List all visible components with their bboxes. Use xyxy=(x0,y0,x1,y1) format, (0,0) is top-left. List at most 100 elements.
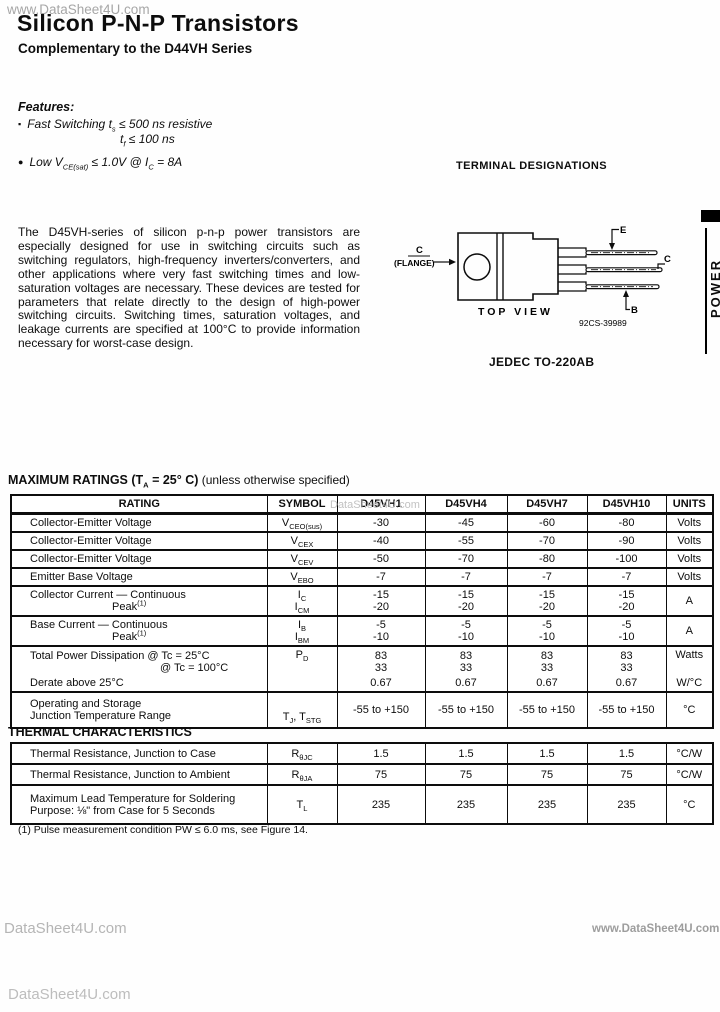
cell-value: -55 to +150 xyxy=(336,691,426,729)
cell-units: A xyxy=(665,585,714,617)
footnote: (1) Pulse measurement condition PW ≤ 6.0… xyxy=(18,824,308,836)
lead-label-c: C xyxy=(664,254,671,265)
cell-units: °C/W xyxy=(665,763,714,786)
cell-symbol: IB IBM xyxy=(266,615,338,647)
table-row: Collector-Emitter Voltage VCEO(sus) -30 … xyxy=(10,512,714,533)
thermal-characteristics-heading: THERMAL CHARACTERISTICS xyxy=(8,725,192,739)
lead-label-e: E xyxy=(620,225,626,236)
heading-sub: A xyxy=(143,480,149,490)
cell-rating: Total Power Dissipation @ Tc = 25°C @ Tc… xyxy=(10,645,268,693)
cell-value: 1.5 xyxy=(424,742,508,765)
flange-label-c: C xyxy=(416,245,423,256)
feature-text: Low V xyxy=(29,155,63,169)
feature-text: ≤ 500 ns resistive xyxy=(115,117,213,131)
cell-value: -15 -20 xyxy=(336,585,426,617)
cell-symbol: TL xyxy=(266,784,338,825)
cell-value: 235 xyxy=(506,784,588,825)
cell-units: Watts W/°C xyxy=(665,645,714,693)
terminal-designations-heading: TERMINAL DESIGNATIONS xyxy=(456,160,607,172)
table-row: Total Power Dissipation @ Tc = 25°C @ Tc… xyxy=(10,645,714,693)
cell-value: 1.5 xyxy=(506,742,588,765)
cell-rating: Operating and Storage Junction Temperatu… xyxy=(10,691,268,729)
cell-value: -5 -10 xyxy=(586,615,667,647)
leads xyxy=(585,250,663,290)
cell-value: -7 xyxy=(506,567,588,587)
cell-value: 75 xyxy=(336,763,426,786)
cell-symbol: VCEX xyxy=(266,531,338,551)
feature-text: t xyxy=(120,132,124,146)
cell-symbol: VEBO xyxy=(266,567,338,587)
cell-rating: Emitter Base Voltage xyxy=(10,567,268,587)
cell-value: 235 xyxy=(424,784,508,825)
lead-label-b: B xyxy=(631,305,638,316)
cell-units: Volts xyxy=(665,567,714,587)
cell-value: -45 xyxy=(424,512,508,533)
feature-text: ≤ 100 ns xyxy=(125,132,175,146)
cell-units: °C xyxy=(665,784,714,825)
cell-value: -55 to +150 xyxy=(424,691,508,729)
cell-value: -7 xyxy=(336,567,426,587)
flange-arrowhead-icon xyxy=(449,258,456,266)
cell-rating: Thermal Resistance, Junction to Ambient xyxy=(10,763,268,786)
cell-rating: Maximum Lead Temperature for Soldering P… xyxy=(10,784,268,825)
feature-sub: CE(sat) xyxy=(62,162,89,172)
e-arrow-line xyxy=(611,228,619,244)
col-symbol: SYMBOL xyxy=(266,494,338,515)
cell-value: 83 33 0.67 xyxy=(586,645,667,693)
cell-value: 75 xyxy=(506,763,588,786)
cell-units: Volts xyxy=(665,531,714,551)
cell-rating: Collector-Emitter Voltage xyxy=(10,512,268,533)
col-units: UNITS xyxy=(665,494,714,515)
cell-units: Volts xyxy=(665,512,714,533)
watermark-bottom-left: DataSheet4U.com xyxy=(8,986,131,1003)
feature-text: ≤ 1.0V @ I xyxy=(88,155,149,169)
heading-text: MAXIMUM RATINGS (T xyxy=(8,473,144,487)
feature-fall-time: tf ≤ 100 ns xyxy=(120,132,368,148)
table-header-row: RATING SYMBOL D45VH1 D45VH4 D45VH7 D45VH… xyxy=(10,494,714,515)
table-row: Maximum Lead Temperature for Soldering P… xyxy=(10,784,714,825)
cell-symbol: TJ, TSTG xyxy=(266,691,338,729)
cell-value: -50 xyxy=(336,549,426,569)
bullet-icon: ● xyxy=(18,157,24,167)
col-rating: RATING xyxy=(10,494,268,515)
package-body-outline xyxy=(457,232,559,301)
thermal-characteristics-table: Thermal Resistance, Junction to Case RθJ… xyxy=(10,742,714,825)
cell-units: A xyxy=(665,615,714,647)
page-edge-rule xyxy=(705,228,707,354)
cell-symbol: VCEO(sus) xyxy=(266,512,338,533)
cell-value: -70 xyxy=(506,531,588,551)
flange-label: (FLANGE) xyxy=(394,258,435,268)
table-row: Collector Current — Continuous Peak(1) I… xyxy=(10,585,714,617)
cell-value: 235 xyxy=(586,784,667,825)
top-view-label: TOP VIEW xyxy=(478,306,553,318)
cell-symbol: VCEV xyxy=(266,549,338,569)
col-d45vh1: D45VH1 xyxy=(336,494,426,515)
watermark-top: www.DataSheet4U.com xyxy=(7,2,150,17)
lead-center-lines xyxy=(591,252,656,288)
heading-note: (unless otherwise specified) xyxy=(198,473,350,487)
cell-value: 1.5 xyxy=(336,742,426,765)
cell-value: -7 xyxy=(586,567,667,587)
col-d45vh7: D45VH7 xyxy=(506,494,588,515)
watermark-footer-right: www.DataSheet4U.com xyxy=(592,923,720,935)
cell-rating: Thermal Resistance, Junction to Case xyxy=(10,742,268,765)
to220-package-diagram: E C B C (FLANGE) TOP VIEW 92CS-39989 xyxy=(394,225,671,328)
cell-units: °C xyxy=(665,691,714,729)
b-arrow-line xyxy=(625,296,630,311)
table-row: Base Current — Continuous Peak(1) IB IBM… xyxy=(10,615,714,647)
cell-value: -80 xyxy=(506,549,588,569)
cell-value: 83 33 0.67 xyxy=(336,645,426,693)
cell-units: °C/W xyxy=(665,742,714,765)
cell-value: -40 xyxy=(336,531,426,551)
maximum-ratings-table: RATING SYMBOL D45VH1 D45VH4 D45VH7 D45VH… xyxy=(10,494,714,729)
feature-text: Fast Switching t xyxy=(27,117,112,131)
feature-low-vce: ● Low VCE(sat) ≤ 1.0V @ IC = 8A xyxy=(18,155,368,172)
table-row: Operating and Storage Junction Temperatu… xyxy=(10,691,714,729)
heading-text: = 25° C) xyxy=(148,473,199,487)
col-d45vh10: D45VH10 xyxy=(586,494,667,515)
cell-value: -5 -10 xyxy=(506,615,588,647)
cell-value: -70 xyxy=(424,549,508,569)
cell-value: -15 -20 xyxy=(424,585,508,617)
feature-fast-switching: ▪ Fast Switching ts ≤ 500 ns resistive xyxy=(18,117,368,133)
